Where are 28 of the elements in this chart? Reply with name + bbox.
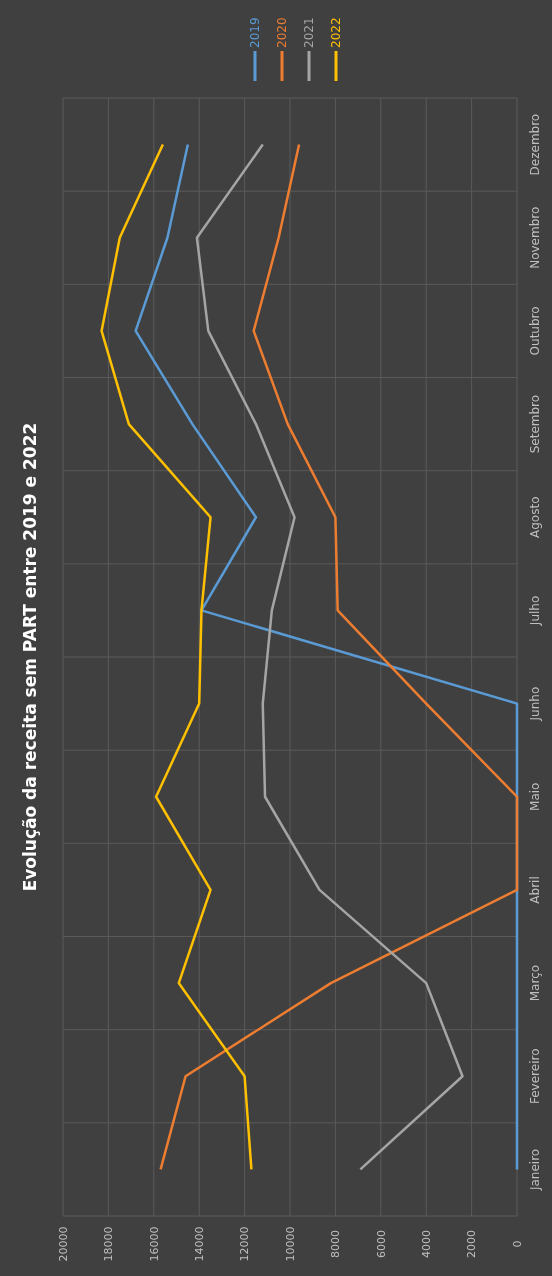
x-tick-label: 18000 (102, 1226, 116, 1262)
y-tick-label: Novembro (528, 206, 542, 269)
y-tick-label: Setembro (528, 394, 542, 454)
x-tick-label: 8000 (329, 1230, 343, 1258)
y-tick-label: Outubro (528, 306, 542, 356)
y-tick-label: Janeiro (528, 1148, 542, 1192)
y-tick-label: Julho (528, 595, 542, 627)
x-tick-label: 6000 (374, 1230, 388, 1258)
text: 2021 (302, 17, 317, 48)
text: 2020 (275, 17, 290, 48)
text: 2022 (329, 17, 344, 48)
x-tick-label: 12000 (238, 1226, 252, 1262)
y-tick-label: Fevereiro (528, 1048, 542, 1105)
x-tick-label: 20000 (56, 1226, 70, 1262)
x-tick-label: 14000 (193, 1226, 207, 1262)
y-tick-label: Maio (528, 782, 542, 811)
x-tick-label: 16000 (147, 1226, 161, 1262)
x-tick-label: 4000 (420, 1230, 434, 1258)
x-tick-label: 10000 (283, 1226, 297, 1262)
y-tick-label: Junho (528, 686, 542, 722)
x-tick-label: 2000 (465, 1230, 479, 1258)
y-tick-label: Março (528, 964, 542, 1002)
y-tick-label: Abril (528, 876, 542, 904)
y-tick-label: Dezembro (528, 113, 542, 176)
text: Evolução da receita sem PART entre 2019 e 2022 (20, 422, 40, 892)
text: 2019 (248, 17, 263, 48)
y-tick-label: Agosto (528, 496, 542, 538)
x-tick-label: 0 (510, 1240, 524, 1248)
